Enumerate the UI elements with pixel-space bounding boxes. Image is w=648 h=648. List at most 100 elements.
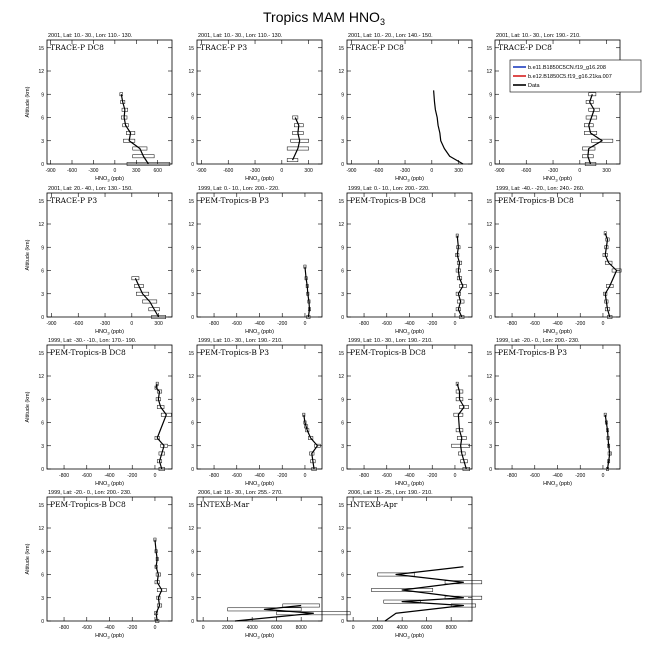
y-tick-label: 15	[188, 503, 194, 509]
x-axis-label: HNO3 (ppb)	[543, 176, 572, 183]
y-tick-label: 6	[41, 269, 44, 275]
x-axis-label: HNO3 (ppb)	[245, 633, 274, 640]
y-tick-label: 6	[341, 421, 344, 427]
x-tick-label: 300	[132, 168, 141, 174]
x-tick-label: 0	[202, 625, 205, 631]
y-axis-label: Altitude (km)	[25, 391, 31, 422]
x-tick-label: -600	[232, 321, 242, 327]
x-tick-label: 0	[352, 625, 355, 631]
y-tick-label: 3	[489, 292, 492, 298]
x-tick-label: 0	[304, 473, 307, 479]
x-tick-label: -800	[59, 473, 69, 479]
y-tick-label: 0	[191, 619, 194, 625]
y-tick-label: 6	[191, 116, 194, 122]
plot-frame	[494, 344, 621, 470]
y-tick-label: 0	[489, 315, 492, 321]
x-axis-label: HNO3 (ppb)	[395, 329, 424, 336]
panel-header: 1999, Lat: 10.- 30., Lon: 190.- 210.	[198, 338, 283, 344]
x-tick-label: -200	[127, 625, 137, 631]
y-tick-label: 12	[486, 69, 492, 75]
x-tick-label: -400	[552, 473, 562, 479]
x-tick-label: 300	[602, 168, 611, 174]
data-line	[303, 414, 319, 470]
y-tick-label: 15	[38, 46, 44, 52]
x-tick-label: 0	[130, 321, 133, 327]
x-tick-label: -300	[88, 168, 98, 174]
y-tick-label: 15	[338, 351, 344, 357]
x-tick-label: 300	[454, 168, 463, 174]
x-tick-label: -800	[59, 625, 69, 631]
y-tick-label: 15	[188, 199, 194, 205]
x-tick-label: 4000	[247, 625, 258, 631]
plot-frame	[494, 192, 621, 318]
error-bar	[134, 284, 144, 288]
y-tick-label: 0	[489, 467, 492, 473]
error-bar	[459, 405, 469, 409]
panel-grid: 2001, Lat: 10.- 30., Lon: 110.- 130. TRAC…	[25, 33, 622, 640]
plot-frame	[46, 344, 173, 470]
y-tick-label: 9	[41, 549, 44, 555]
y-tick-label: 9	[191, 245, 194, 251]
y-tick-label: 3	[41, 292, 44, 298]
x-tick-label: -800	[359, 473, 369, 479]
legend-label-1: b.e11.B1850C5CN.f19_g16.208	[528, 65, 606, 71]
chart-panel-13: 1999, Lat: -20.- 0., Lon: 200.- 230. PEM-…	[25, 490, 173, 640]
campaign-label: TRACE-P P3	[200, 43, 247, 52]
y-tick-label: 15	[38, 351, 44, 357]
error-bar	[611, 268, 622, 273]
y-tick-label: 12	[38, 526, 44, 532]
y-tick-label: 0	[41, 467, 44, 473]
x-tick-label: 0	[304, 321, 307, 327]
data-line	[304, 266, 311, 318]
y-tick-label: 3	[341, 139, 344, 145]
y-tick-label: 3	[489, 139, 492, 145]
panel-header: 1999, Lat: 0.- 10., Lon: 200.- 220.	[348, 186, 430, 192]
y-tick-label: 15	[486, 351, 492, 357]
error-bar	[450, 603, 476, 608]
data-line	[234, 604, 315, 622]
x-tick-label: 300	[304, 168, 313, 174]
data-line	[456, 383, 467, 470]
plot-frame	[196, 344, 323, 470]
plot-frame	[196, 192, 323, 318]
error-bar	[227, 607, 302, 612]
panel-header: 2006, Lat: 15.- 25., Lon: 190.- 210.	[348, 490, 433, 496]
campaign-label: PEM-Tropics-B DC8	[498, 196, 574, 205]
y-tick-label: 9	[191, 92, 194, 98]
campaign-label: PEM-Tropics-B DC8	[50, 348, 126, 357]
y-tick-label: 6	[489, 269, 492, 275]
error-bar	[276, 611, 351, 616]
x-tick-label: -600	[521, 168, 531, 174]
y-tick-label: 15	[486, 46, 492, 52]
y-tick-label: 15	[38, 199, 44, 205]
plot-frame	[346, 496, 473, 622]
legend: b.e11.B1850C5CN.f19_g16.208 b.e12.B1850C…	[509, 59, 642, 93]
panel-header: 2001, Lat: 10.- 20., Lon: 140.- 150.	[348, 33, 433, 39]
x-tick-label: -600	[82, 625, 92, 631]
chart-panel-2: 2001, Lat: 10.- 30., Lon: 110.- 130. TRAC…	[188, 33, 323, 183]
error-bar	[142, 299, 158, 304]
campaign-label: PEM-Tropics-B P3	[200, 348, 269, 357]
error-bar	[591, 138, 614, 143]
x-axis-label: HNO3 (ppb)	[543, 481, 572, 488]
chart-panel-6: 1999, Lat: 0.- 10., Lon: 200.- 220. PEM-T…	[188, 186, 323, 336]
y-tick-label: 9	[489, 397, 492, 403]
data-line	[456, 235, 464, 318]
error-bar	[459, 284, 467, 288]
x-tick-label: -200	[127, 473, 137, 479]
error-bar	[151, 315, 166, 319]
panel-header: 1999, Lat: -40.- -20., Lon: 240.- 260.	[496, 186, 585, 192]
x-tick-label: 0	[602, 473, 605, 479]
y-tick-label: 15	[38, 503, 44, 509]
chart-panel-1: 2001, Lat: 10.- 30., Lon: 110.- 130. TRAC…	[25, 33, 173, 183]
y-tick-label: 3	[489, 444, 492, 450]
chart-panel-7: 1999, Lat: 0.- 10., Lon: 200.- 220. PEM-T…	[338, 186, 473, 336]
legend-box	[509, 59, 642, 93]
x-tick-label: -400	[104, 473, 114, 479]
y-tick-label: 6	[191, 269, 194, 275]
x-tick-label: 8000	[296, 625, 307, 631]
y-tick-label: 6	[41, 573, 44, 579]
x-tick-label: -600	[373, 168, 383, 174]
y-tick-label: 12	[338, 526, 344, 532]
